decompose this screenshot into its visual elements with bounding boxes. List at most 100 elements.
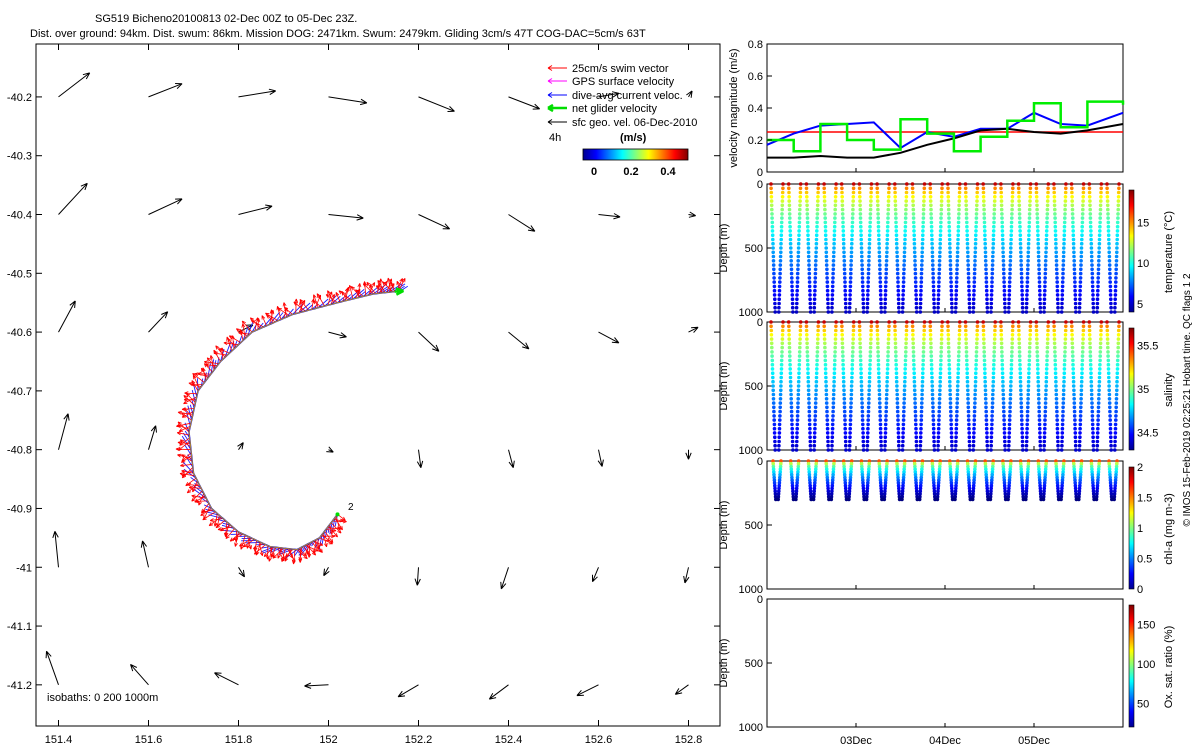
profile-point: [1107, 461, 1111, 466]
profile-point: [949, 276, 953, 280]
profile-point: [965, 241, 970, 246]
profile-point: [1018, 233, 1023, 237]
profile-point: [1054, 461, 1058, 466]
profile-point: [1019, 267, 1024, 272]
profile-point: [1007, 481, 1012, 485]
profile-point: [795, 431, 799, 435]
profile-point: [949, 426, 954, 431]
profile-point: [824, 263, 829, 267]
swim-vector: [181, 411, 194, 418]
profile-point: [1043, 409, 1048, 414]
geostrophic-arrow: [500, 567, 509, 590]
profile-point: [992, 350, 996, 354]
profile-point: [865, 486, 870, 491]
profile-point: [1016, 324, 1021, 329]
profile-point: [1026, 379, 1031, 384]
profile-point: [832, 384, 836, 388]
profile-point: [1045, 354, 1049, 358]
profile-point: [769, 195, 774, 199]
profile-point: [1025, 280, 1030, 284]
profile-point: [1061, 470, 1065, 474]
profile-point: [1114, 475, 1118, 480]
profile-point: [884, 467, 889, 472]
profile-point: [903, 371, 907, 376]
profile-point: [956, 224, 961, 229]
profile-point: [1001, 246, 1005, 250]
profile-point: [993, 190, 997, 195]
profile-point: [940, 324, 944, 329]
swim-vector: [181, 467, 194, 479]
profile-point: [866, 288, 870, 293]
profile-point: [1117, 324, 1121, 329]
profile-point: [1037, 472, 1042, 477]
profile-point: [1087, 328, 1092, 333]
profile-point: [826, 486, 830, 491]
profile-point: [1007, 486, 1011, 491]
profile-point: [804, 320, 809, 324]
profile-point: [911, 207, 916, 212]
profile-point: [903, 224, 908, 229]
profile-point: [795, 422, 800, 427]
profile-point: [918, 305, 923, 310]
profile-point: [1038, 293, 1042, 297]
profile-point: [911, 345, 916, 350]
profile-point: [886, 341, 891, 346]
profile-point: [895, 461, 899, 466]
profile-point: [1108, 472, 1112, 477]
profile-point: [972, 280, 977, 284]
profile-point: [948, 405, 953, 410]
profile-point: [895, 384, 899, 388]
profile-point: [807, 472, 812, 477]
profile-point: [826, 305, 830, 310]
profile-point: [1042, 310, 1046, 314]
profile-point: [1116, 350, 1120, 354]
profile-point: [983, 379, 987, 384]
profile-point: [809, 494, 813, 499]
profile-point: [929, 216, 934, 220]
profile-point: [931, 271, 935, 276]
profile-point: [779, 379, 783, 384]
profile-point: [790, 418, 794, 422]
profile-point: [1017, 195, 1021, 199]
profile-point: [789, 246, 793, 250]
profile-point: [1115, 459, 1119, 463]
profile-point: [1007, 439, 1011, 444]
profile-point: [1020, 305, 1025, 310]
profile-point: [861, 478, 865, 483]
profile-point: [893, 324, 897, 329]
profile-point: [1055, 414, 1059, 418]
profile-point: [832, 250, 836, 255]
profile-point: [900, 497, 904, 502]
profile-point: [884, 472, 888, 477]
profile-point: [885, 379, 889, 384]
profile-point: [990, 397, 995, 401]
profile-point: [1061, 467, 1066, 472]
profile-point: [832, 362, 837, 367]
profile-point: [1009, 224, 1014, 229]
profile-point: [848, 414, 853, 418]
profile-point: [983, 250, 988, 255]
profile-point: [1035, 341, 1039, 346]
profile-point: [1007, 418, 1012, 422]
profile-point: [1046, 320, 1051, 324]
profile-point: [963, 324, 968, 329]
profile-point: [901, 481, 905, 485]
profile-point: [770, 350, 774, 354]
profile-point: [904, 341, 908, 346]
profile-point: [1017, 216, 1022, 220]
profile-point: [955, 267, 959, 272]
profile-point: [1000, 212, 1004, 216]
profile-point: [932, 293, 936, 297]
profile-point: [972, 481, 976, 485]
profile-point: [1025, 276, 1030, 280]
profile-point: [967, 448, 972, 452]
profile-point: [1106, 354, 1110, 358]
profile-point: [1089, 237, 1093, 242]
profile-point: [964, 333, 968, 337]
profile-point: [983, 388, 988, 393]
profile-point: [778, 418, 782, 422]
profile-point: [790, 426, 794, 431]
profile-point: [842, 246, 846, 250]
profile-point: [780, 354, 784, 358]
profile-point: [806, 254, 811, 259]
